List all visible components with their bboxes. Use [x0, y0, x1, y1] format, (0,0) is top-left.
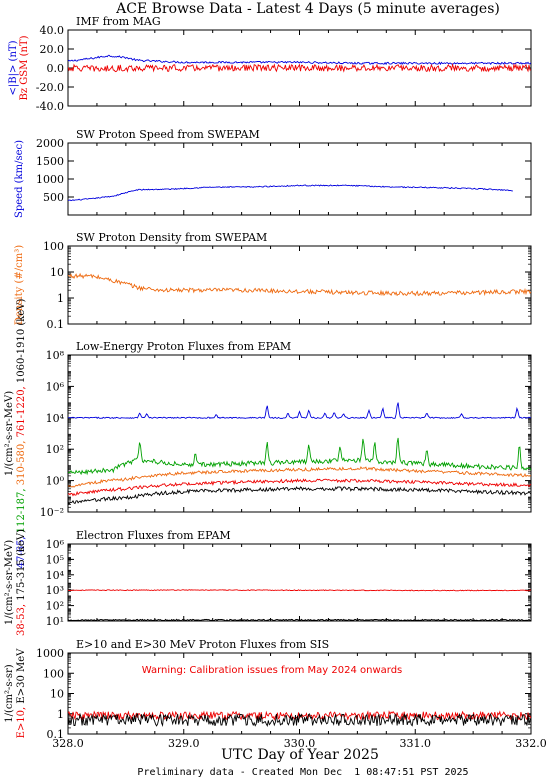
y-tick-label: 10⁵ — [46, 553, 64, 566]
y-axis-label-part: 175-315 (keV) — [16, 529, 27, 604]
y-tick-label: 10 — [50, 688, 64, 701]
y-tick-label: 0.1 — [47, 318, 65, 331]
panel-title: E>10 and E>30 MeV Proton Fluxes from SIS — [76, 638, 329, 651]
series-line — [68, 589, 531, 592]
y-tick-label: 10⁶ — [46, 380, 65, 393]
x-tick-label: 328.0 — [52, 737, 84, 750]
y-tick-label: 100 — [43, 240, 64, 253]
plot-frame — [67, 245, 532, 325]
y-tick-label: -20.0 — [36, 81, 64, 94]
y-tick-label: 10⁴ — [46, 412, 65, 425]
panel-4: Low-Energy Proton Fluxes from EPAM 10⁻² 10… — [4, 299, 532, 569]
y-tick-label: 10 — [50, 266, 64, 279]
series-line — [68, 712, 531, 728]
series-line — [68, 184, 513, 202]
series-line — [68, 478, 531, 497]
y-tick-label: 40.0 — [40, 24, 65, 37]
series-line — [68, 466, 531, 488]
y-axis-label: 1/(cm²-s-sr-MeV) — [4, 391, 15, 476]
y-tick-label: 10⁰ — [46, 475, 65, 488]
y-axis-label-part: 310-580, — [16, 441, 27, 489]
y-tick-label: 2000 — [36, 137, 64, 150]
panel-title: Electron Fluxes from EPAM — [76, 529, 231, 542]
y-tick-label: 1500 — [36, 155, 64, 168]
y-axis-label-part: 761-1220, — [16, 386, 27, 440]
y-axis-label-part: 47-65, — [16, 536, 27, 568]
figure-footer: Preliminary data - Created Mon Dec 1 08:… — [137, 767, 468, 778]
y-tick-label: 0.1 — [47, 728, 65, 741]
y-axis-label-multi: 38-53, 175-315 (keV) — [16, 529, 27, 636]
y-axis-label: 1/(cm²-s-sr) — [4, 664, 15, 723]
x-tick-label: 332.0 — [515, 737, 547, 750]
y-tick-label: 10² — [46, 600, 64, 613]
x-tick-label: 331.0 — [400, 737, 432, 750]
panel-title: IMF from MAG — [76, 15, 161, 28]
y-tick-label: 10⁴ — [46, 569, 65, 582]
panel-title: Low-Energy Proton Fluxes from EPAM — [76, 340, 291, 353]
y-axis-label: Bz GSM (nT) — [19, 35, 30, 100]
y-tick-label: 10¹ — [46, 615, 64, 628]
panel-3: SW Proton Density from SWEPAM 0.1 1 10 100 De… — [14, 231, 532, 331]
y-axis-label-part: E>10, — [16, 707, 27, 739]
panel-annotation: Warning: Calibration issues from May 202… — [142, 665, 403, 676]
panel-title: SW Proton Density from SWEPAM — [76, 231, 267, 244]
panel-2: SW Proton Speed from SWEPAM 500 1000 1500 20… — [14, 128, 532, 218]
figure-title: ACE Browse Data - Latest 4 Days (5 minut… — [115, 1, 500, 17]
series-line — [68, 54, 531, 66]
x-axis-label: UTC Day of Year 2025 — [221, 747, 379, 763]
panel-title: SW Proton Speed from SWEPAM — [76, 128, 260, 141]
y-axis-label: Density (#/cm³) — [14, 245, 25, 325]
y-tick-label: 1000 — [36, 173, 64, 186]
y-axis-label-part: 38-53, — [16, 604, 27, 636]
y-tick-label: 10⁸ — [46, 349, 65, 362]
panel-5: Electron Fluxes from EPAM 10¹ 10² 10³ 10⁴ 10⁵… — [4, 529, 532, 636]
series-line — [68, 63, 531, 73]
y-tick-label: 20.0 — [40, 43, 65, 56]
plot-frame — [67, 142, 532, 216]
y-axis-label: Speed (km/sec) — [14, 140, 25, 218]
plot-frame — [67, 543, 532, 622]
y-axis-label: <|B|> (nT) — [8, 40, 19, 95]
series-line — [68, 402, 531, 420]
y-tick-label: 500 — [43, 191, 64, 204]
y-axis-label-part: 112-187, — [16, 488, 27, 536]
y-axis-label: 1/(cm²-s-sr-MeV) — [4, 540, 15, 625]
x-tick-label: 330.0 — [284, 737, 316, 750]
panel-6: E>10 and E>30 MeV Proton Fluxes from SIS… — [4, 638, 547, 750]
y-tick-label: 1 — [57, 292, 64, 305]
panel-1: IMF from MAG -40.0 -20.0 0.0 20.0 40.0 <|B|> (… — [8, 15, 532, 113]
y-tick-label: 10³ — [46, 584, 64, 597]
y-tick-label: 1 — [57, 708, 64, 721]
y-tick-label: 10⁶ — [46, 538, 65, 551]
series-line — [68, 437, 531, 476]
y-tick-label: 1000 — [36, 647, 64, 660]
series-line — [68, 272, 531, 297]
series-line — [68, 618, 531, 621]
y-tick-label: 0.0 — [47, 62, 65, 75]
y-axis-label-part: 1060-1910 (keV) — [16, 299, 27, 387]
y-axis-label-multi: E>10, E>30 MeV — [16, 648, 27, 739]
y-axis-label-multi: 47-65, 112-187, 310-580, 761-1220, 1060-… — [16, 299, 27, 569]
series-line — [68, 486, 531, 505]
y-tick-label: 100 — [43, 667, 64, 680]
x-tick-label: 329.0 — [168, 737, 200, 750]
y-tick-label: 10⁻² — [40, 506, 64, 519]
y-tick-label: -40.0 — [36, 100, 64, 113]
y-tick-label: 10² — [46, 443, 64, 456]
y-axis-label-part: E>30 MeV — [16, 648, 27, 707]
